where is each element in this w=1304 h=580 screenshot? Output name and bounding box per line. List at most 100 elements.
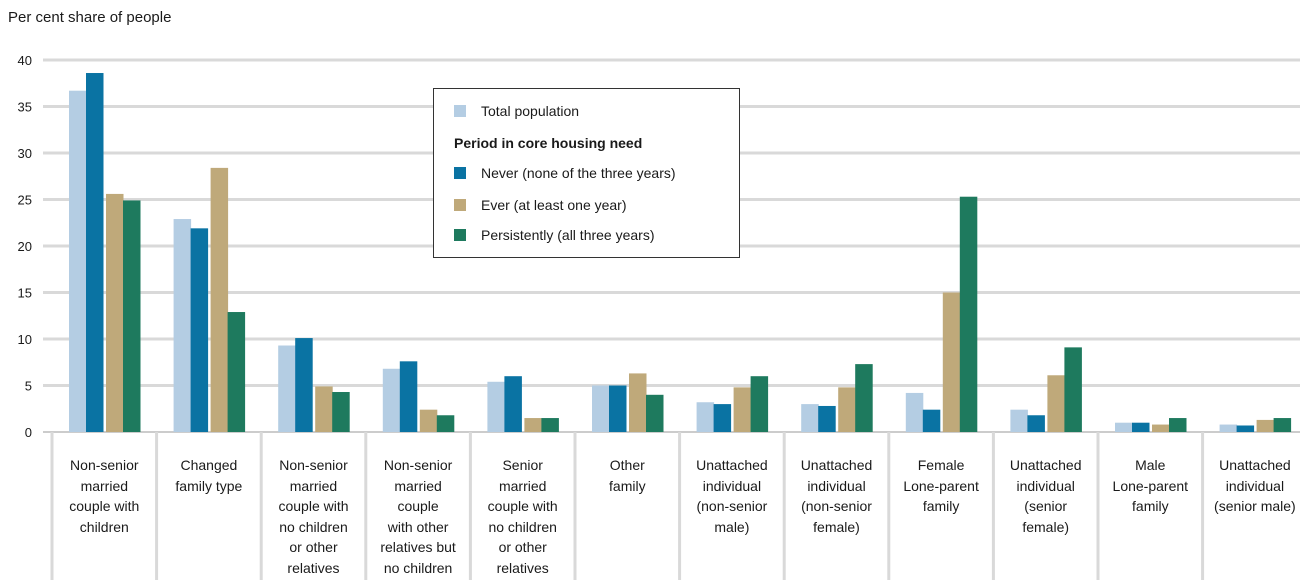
bar-4-series-0 [487,381,505,432]
bar-8-series-2 [942,292,961,432]
bar-9-series-3 [1064,347,1082,432]
bar-3-series-2 [419,409,438,432]
bar-10-series-0 [1115,422,1133,432]
category-label-line: (non-senior [696,498,768,514]
category-label: Changed family type [159,455,259,496]
category-label: Non-senior married couple with children [54,455,154,537]
bar-6-series-2 [733,387,752,432]
category-label-line: Unattached [1009,457,1082,473]
bar-9-series-0 [1010,409,1028,432]
bar-3-series-0 [382,368,401,432]
bar-8-series-3 [959,196,978,432]
bar-7-series-0 [801,404,819,432]
legend-heading: Period in core housing need [454,135,643,151]
category-label-line: children [79,518,129,535]
bar-11-series-1 [1236,425,1255,432]
category-label-line: (non-senior [801,498,872,514]
y-tick-label: 35 [18,100,32,115]
category-label: Other family [577,455,677,496]
y-tick-label: 5 [25,379,32,394]
category-label-line: Non-senior [383,457,453,473]
y-tick-label: 15 [18,286,32,301]
category-label-line: family [609,477,646,494]
bar-7-series-1 [818,405,836,432]
legend-label-persistently: Persistently (all three years) [481,227,655,243]
bar-11-series-0 [1219,424,1238,432]
category-label-line: Non-senior [70,457,139,473]
bar-8-series-0 [905,392,924,432]
y-axis-title: Per cent share of people [8,9,172,26]
category-label-line: (senior male) [1214,498,1296,514]
category-label-line: family [1132,498,1169,514]
legend-item-persistently: Persistently (all three years) [454,227,655,243]
category-label-line: or other [498,539,547,555]
category-label-line: couple with [487,498,558,514]
bar-3-series-1 [399,361,418,432]
category-label-line: individual [1016,477,1075,494]
category-label: Unattached individual (senior male) [1205,455,1304,517]
category-label-line: married [498,477,547,494]
category-label-line: Changed [180,457,238,473]
bar-1-series-3 [227,312,246,432]
category-label-line: individual [1225,477,1285,494]
bar-4-series-3 [541,418,559,432]
legend-label-ever: Ever (at least one year) [481,197,627,213]
category-label-line: married [394,477,442,494]
category-label-line: family [922,498,960,514]
category-label-line: Unattached [696,457,768,473]
bar-2-series-3 [332,392,350,432]
bar-6-series-3 [750,376,769,432]
bar-1-series-2 [210,167,229,432]
category-label-line: (senior [1024,498,1068,514]
legend-label-total: Total population [481,103,580,119]
bar-2-series-1 [295,338,313,432]
bar-9-series-2 [1047,375,1065,432]
bar-10-series-3 [1169,418,1187,432]
legend-item-total: Total population [454,103,579,119]
legend-swatch-total [454,105,466,117]
bar-4-series-2 [524,418,542,432]
legend: Total population Period in core housing … [433,88,740,258]
category-label-line: Male [1135,457,1166,473]
category-label-line: Lone-parent [1112,477,1189,494]
category-label-line: individual [702,477,762,494]
legend-item-ever: Ever (at least one year) [454,197,627,213]
legend-label-never: Never (none of the three years) [481,165,676,181]
bar-2-series-2 [315,386,333,432]
bar-0-series-0 [69,90,87,432]
category-label-line: relatives but [380,539,456,555]
y-tick-label: 30 [18,146,32,161]
category-label: Unattached individual (non-senior female) [787,455,887,537]
bar-11-series-2 [1256,419,1275,432]
bar-7-series-2 [838,387,856,432]
category-label-line: married [80,477,129,494]
bar-0-series-2 [106,193,124,432]
bar-2-series-0 [278,345,296,432]
bar-7-series-3 [855,364,873,432]
y-tick-label: 10 [18,332,32,347]
category-label-line: individual [807,477,866,494]
category-label-line: Senior [502,457,543,473]
bar-5-series-3 [646,394,664,432]
category-label-line: female) [1022,518,1070,535]
category-label: Non-senior married couple with other relativ… [368,455,468,578]
category-label-line: Non-senior [279,457,348,473]
bar-9-series-1 [1027,415,1045,432]
bar-5-series-1 [609,385,627,432]
bar-10-series-1 [1132,422,1150,432]
legend-swatch-never [454,167,466,179]
bar-8-series-1 [922,409,941,432]
bar-3-series-3 [436,415,455,432]
category-label-line: Other [609,457,645,473]
legend-swatch-persistently [454,229,466,241]
category-label-line: couple with [278,498,349,514]
category-label-line: female) [813,518,860,535]
category-label-line: couple with [69,498,140,514]
y-tick-label: 25 [18,193,32,208]
category-label-line: Unattached [1219,457,1291,473]
category-label: Unattached individual (senior female) [996,455,1096,537]
bar-5-series-0 [592,385,610,432]
category-label-line: no children [279,518,348,535]
bar-4-series-1 [504,376,522,432]
category-label-line: relatives [287,559,340,576]
